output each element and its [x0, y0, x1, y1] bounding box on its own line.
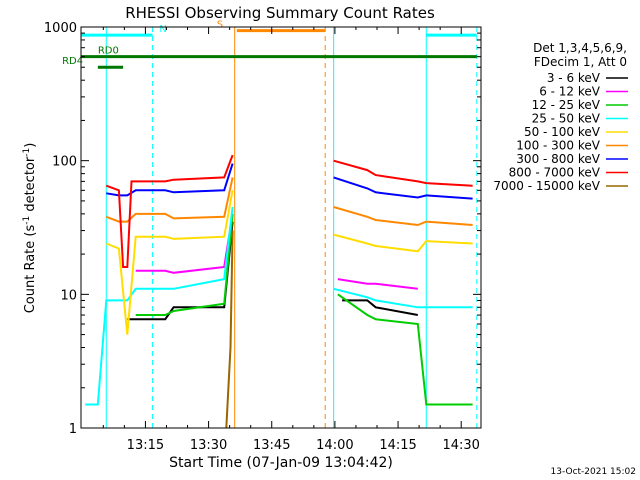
series-line-4 — [85, 206, 234, 406]
legend-entry-label: 6 - 12 keV — [539, 85, 601, 99]
flag-label: RD0 — [98, 46, 119, 57]
y-axis-label-exponent: -1 — [22, 148, 32, 157]
series-line-8 — [105, 154, 234, 268]
legend-entry-label: 3 - 6 keV — [547, 71, 601, 85]
x-tick-label: 13:15 — [127, 438, 164, 453]
legend-entry-label: 50 - 100 keV — [524, 125, 601, 139]
y-tick-label: 100 — [52, 155, 77, 170]
y-tick-label: 1 — [69, 422, 77, 437]
footer-timestamp: 13-Oct-2021 15:02 — [551, 467, 636, 477]
y-axis-label: Count Rate (s-1 detector-1) — [22, 143, 38, 314]
x-tick-label: 13:30 — [190, 438, 227, 453]
series-line-7 — [333, 176, 473, 200]
series-line-6 — [105, 177, 234, 223]
plot-frame — [80, 26, 482, 429]
x-axis: 13:15 13:30 13:45 14:00 14:15 14:30 — [102, 27, 480, 453]
legend-header-line: FDecim 1, Att 0 — [534, 55, 627, 69]
y-axis-label-part: ) — [23, 143, 38, 148]
series-line-3 — [337, 293, 473, 406]
x-tick-label: 14:30 — [442, 438, 479, 453]
flag-label: N — [159, 24, 166, 35]
series-line-7 — [106, 163, 234, 197]
x-tick-label: 13:45 — [253, 438, 290, 453]
legend-entry-label: 12 - 25 keV — [532, 98, 601, 112]
series-line-1 — [342, 299, 418, 316]
legend-entry-label: 100 - 300 keV — [516, 139, 600, 153]
series-line-3 — [135, 213, 234, 316]
series-line-4 — [333, 287, 473, 309]
x-axis-label: Start Time (07-Jan-09 13:04:42) — [169, 455, 393, 471]
plot-area: N S RD0 RD4 — [62, 20, 478, 429]
y-tick-label: 10 — [60, 288, 77, 303]
series-line-9 — [225, 230, 234, 429]
legend-entry-label: 800 - 7000 keV — [509, 166, 601, 180]
series-line-6 — [333, 206, 473, 227]
x-tick-label: 14:15 — [379, 438, 416, 453]
series-line-8 — [333, 159, 473, 187]
series-line-5 — [333, 233, 473, 253]
chart-title: RHESSI Observing Summary Count Rates — [125, 4, 435, 22]
series-line-5 — [105, 190, 234, 335]
flag-label: S — [217, 20, 223, 31]
legend-entry-label: 7000 - 15000 keV — [493, 179, 600, 193]
y-axis-label-exponent: -1 — [22, 216, 32, 225]
y-axis-label-part: Count Rate (s — [23, 225, 38, 314]
legend-entry-label: 300 - 800 keV — [516, 152, 600, 166]
y-axis-label-part: detector — [23, 156, 38, 216]
legend-header-line: Det 1,3,4,5,6,9, — [533, 41, 627, 55]
x-tick-label: 14:00 — [316, 438, 353, 453]
y-tick-label: 1000 — [44, 21, 77, 36]
y-axis: 1 10 100 1000 — [44, 21, 481, 437]
series-line-2 — [135, 213, 234, 274]
flag-label: RD4 — [62, 56, 83, 67]
series-line-2 — [337, 278, 418, 290]
legend-entry-label: 25 - 50 keV — [532, 112, 601, 126]
